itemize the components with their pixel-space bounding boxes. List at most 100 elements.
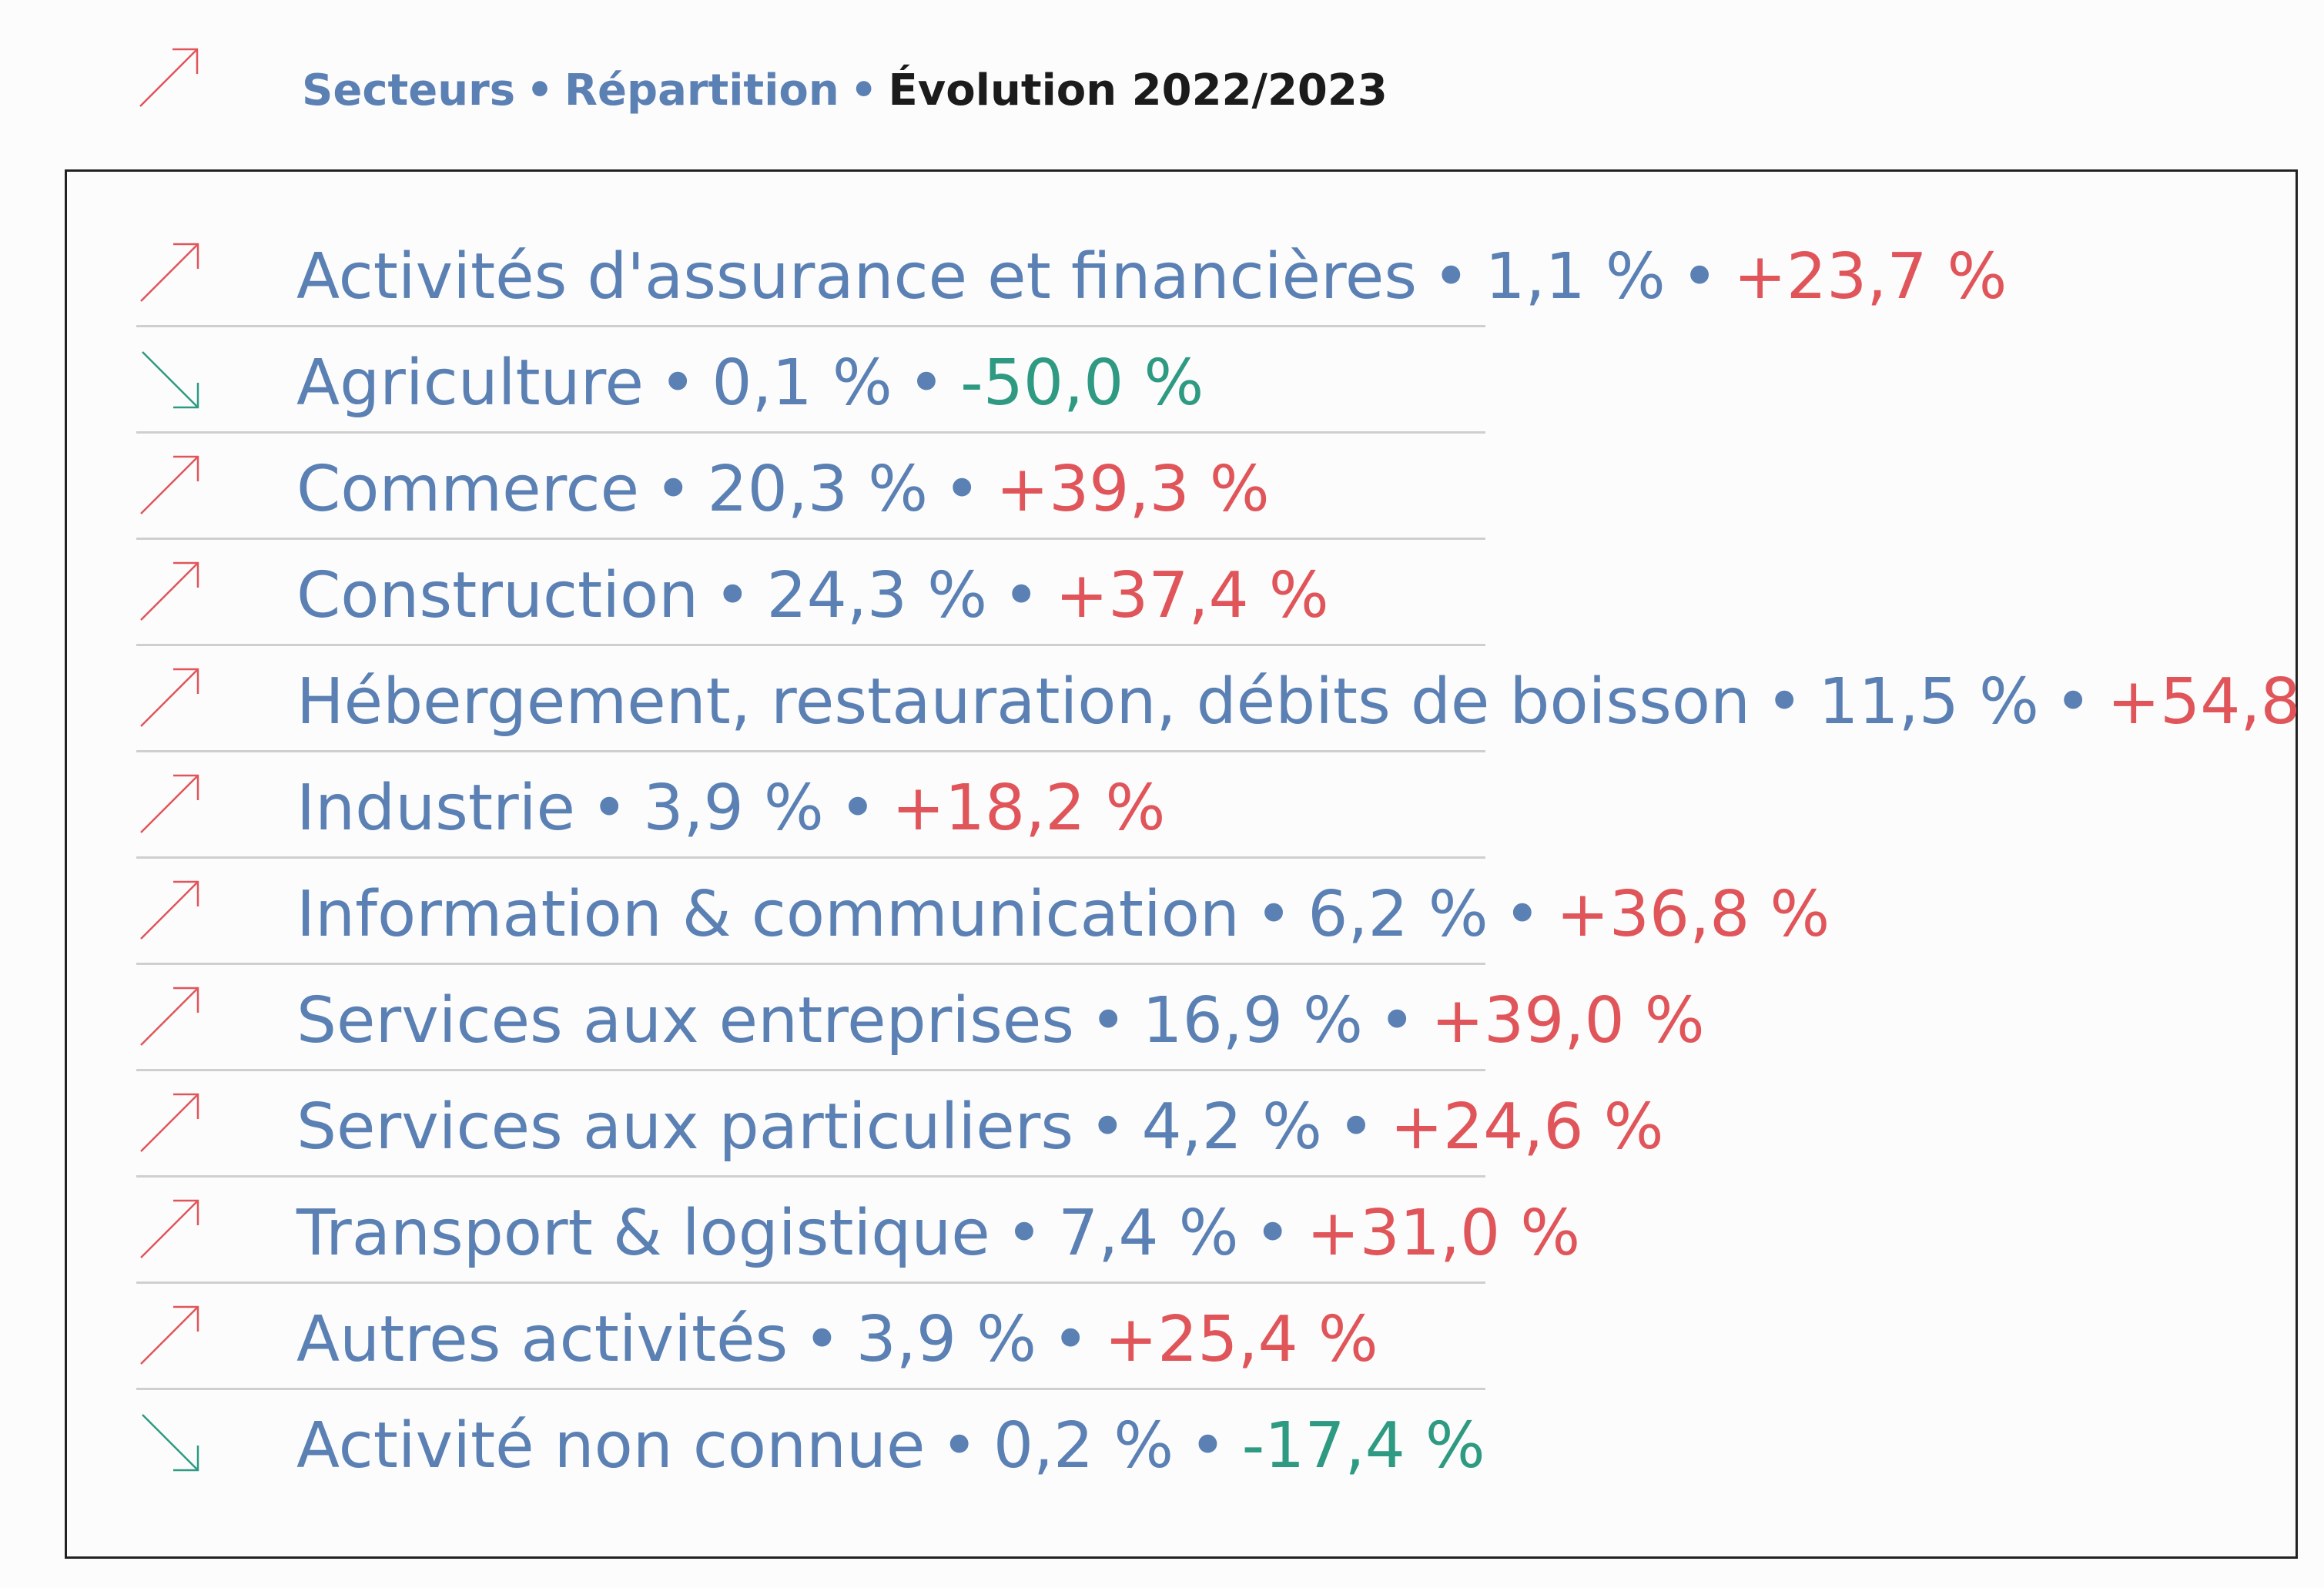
- sector-name: Transport & logistique: [296, 1197, 990, 1270]
- arrow-up-right-icon: [140, 880, 199, 940]
- sector-text: Autres activités • 3,9 % • +25,4 %: [296, 1305, 1378, 1375]
- row-divider: [136, 1069, 1485, 1071]
- separator-bullet: •: [1337, 1090, 1375, 1164]
- sector-change: +36,8 %: [1556, 878, 1830, 951]
- breadcrumb-separator: •: [526, 65, 554, 116]
- sector-text: Activités d'assurance et financières • 1,1…: [296, 243, 2007, 312]
- separator-bullet: •: [1503, 878, 1542, 951]
- separator-bullet: •: [803, 1303, 841, 1376]
- sector-share: 7,4 %: [1058, 1197, 1239, 1270]
- sector-change: -17,4 %: [1241, 1409, 1485, 1482]
- sector-share: 3,9 %: [643, 772, 824, 845]
- sector-list-panel: Activités d'assurance et financières • 1,1…: [65, 169, 2324, 1559]
- separator-bullet: •: [1189, 1409, 1227, 1482]
- arrow-up-right-icon: [140, 1199, 199, 1258]
- sector-text: Transport & logistique • 7,4 % • +31,0 %: [296, 1199, 1580, 1268]
- separator-bullet: •: [658, 347, 697, 420]
- sector-share: 0,1 %: [712, 347, 892, 420]
- row-divider: [136, 538, 1485, 540]
- sector-row: Construction • 24,3 % • +37,4 %: [67, 540, 2300, 646]
- separator-bullet: •: [2054, 665, 2092, 739]
- sector-text: Industrie • 3,9 % • +18,2 %: [296, 774, 1165, 843]
- breadcrumb-current: Évolution 2022/2023: [888, 65, 1388, 116]
- separator-bullet: •: [940, 1409, 978, 1482]
- breadcrumb-separator: •: [849, 65, 878, 116]
- sector-share: 24,3 %: [766, 559, 988, 632]
- breadcrumb: Secteurs • Répartition • Évolution 2022/2023: [302, 60, 1388, 122]
- row-divider: [136, 1281, 1485, 1284]
- sector-name: Activité non connue: [296, 1409, 926, 1482]
- separator-bullet: •: [1378, 984, 1416, 1057]
- breadcrumb-item-repartition[interactable]: Répartition: [564, 65, 839, 116]
- sector-row: Autres activités • 3,9 % • +25,4 %: [67, 1284, 2300, 1390]
- separator-bullet: •: [1089, 1090, 1127, 1164]
- sector-change: -50,0 %: [960, 347, 1204, 420]
- row-divider: [136, 963, 1485, 965]
- sector-name: Commerce: [296, 453, 640, 526]
- separator-bullet: •: [1766, 665, 1803, 739]
- sector-change: +37,4 %: [1055, 559, 1329, 632]
- separator-bullet: •: [655, 453, 692, 526]
- breadcrumb-item-secteurs[interactable]: Secteurs: [302, 65, 516, 116]
- row-divider: [136, 750, 1485, 752]
- sector-share: 11,5 %: [1818, 665, 2039, 739]
- sector-row: Transport & logistique • 7,4 % • +31,0 %: [67, 1178, 2300, 1284]
- separator-bullet: •: [907, 347, 946, 420]
- separator-bullet: •: [1003, 559, 1040, 632]
- sector-share: 4,2 %: [1141, 1090, 1322, 1164]
- sector-name: Services aux particuliers: [296, 1090, 1074, 1164]
- sector-row: Commerce • 20,3 % • +39,3 %: [67, 434, 2300, 540]
- sector-text: Services aux particuliers • 4,2 % • +24,6 %: [296, 1093, 1664, 1162]
- sector-row: Hébergement, restauration, débits de boi…: [67, 646, 2324, 752]
- sector-name: Agriculture: [296, 347, 644, 420]
- sector-row: Activités d'assurance et financières • 1,1…: [67, 221, 2300, 327]
- row-divider: [136, 644, 1485, 646]
- sector-text: Construction • 24,3 % • +37,4 %: [296, 561, 1329, 631]
- sector-text: Services aux entreprises • 16,9 % • +39,0 %: [296, 987, 1705, 1056]
- sector-row: Information & communication • 6,2 % • +36,8 …: [67, 859, 2300, 965]
- arrow-up-right-icon: [140, 987, 199, 1046]
- sector-text: Agriculture • 0,1 % • -50,0 %: [296, 349, 1204, 418]
- sector-change: +23,7 %: [1733, 240, 2008, 313]
- arrow-up-right-icon: [140, 1305, 199, 1365]
- sector-change: +24,6 %: [1390, 1090, 1664, 1164]
- sector-share: 0,2 %: [993, 1409, 1174, 1482]
- sector-text: Information & communication • 6,2 % • +36,8 …: [296, 880, 1830, 950]
- sector-change: +31,0 %: [1306, 1197, 1581, 1270]
- row-divider: [136, 1175, 1485, 1178]
- sector-name: Activités d'assurance et financières: [296, 240, 1418, 313]
- separator-bullet: •: [1052, 1303, 1090, 1376]
- arrow-up-right-icon: [139, 48, 199, 107]
- separator-bullet: •: [1254, 1197, 1291, 1270]
- arrow-down-right-icon: [142, 1414, 199, 1472]
- sector-text: Activité non connue • 0,2 % • -17,4 %: [296, 1412, 1485, 1481]
- sector-share: 1,1 %: [1485, 240, 1666, 313]
- arrow-up-right-icon: [140, 455, 199, 514]
- sector-text: Commerce • 20,3 % • +39,3 %: [296, 455, 1270, 524]
- separator-bullet: •: [714, 559, 752, 632]
- sector-row: Services aux entreprises • 16,9 % • +39,0 %: [67, 965, 2300, 1071]
- sector-row: Agriculture • 0,1 % • -50,0 %: [67, 327, 2300, 434]
- sector-share: 3,9 %: [856, 1303, 1037, 1376]
- sector-name: Construction: [296, 559, 699, 632]
- sector-name: Hébergement, restauration, débits de boi…: [296, 665, 1751, 739]
- separator-bullet: •: [943, 453, 981, 526]
- arrow-up-right-icon: [140, 243, 199, 302]
- separator-bullet: •: [1090, 984, 1127, 1057]
- sector-text: Hébergement, restauration, débits de boi…: [296, 668, 2324, 737]
- separator-bullet: •: [839, 772, 877, 845]
- arrow-up-right-icon: [140, 561, 199, 621]
- sector-change: +39,3 %: [996, 453, 1270, 526]
- sector-row: Services aux particuliers • 4,2 % • +24,6 %: [67, 1071, 2300, 1178]
- arrow-up-right-icon: [140, 774, 199, 833]
- arrow-down-right-icon: [142, 351, 199, 409]
- sector-change: +54,8 %: [2107, 665, 2324, 739]
- separator-bullet: •: [1432, 240, 1470, 313]
- sector-name: Industrie: [296, 772, 575, 845]
- sector-share: 16,9 %: [1142, 984, 1363, 1057]
- sector-change: +18,2 %: [892, 772, 1166, 845]
- row-divider: [136, 1388, 1485, 1390]
- sector-name: Autres activités: [296, 1303, 789, 1376]
- row-divider: [136, 325, 1485, 327]
- sector-change: +39,0 %: [1431, 984, 1705, 1057]
